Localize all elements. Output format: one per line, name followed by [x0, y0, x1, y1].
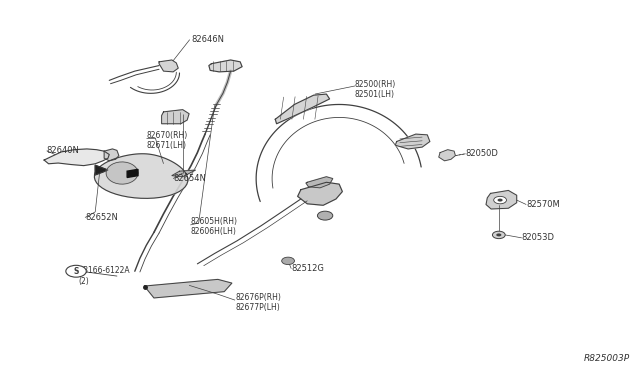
Text: 82654N: 82654N [173, 174, 206, 183]
Circle shape [492, 231, 505, 238]
Text: 82053D: 82053D [522, 233, 555, 243]
Circle shape [317, 211, 333, 220]
Text: 82640N: 82640N [47, 146, 79, 155]
Polygon shape [162, 110, 189, 124]
Circle shape [282, 257, 294, 264]
Text: 82512G: 82512G [291, 264, 324, 273]
Text: S: S [74, 267, 79, 276]
Text: 82670(RH)
82671(LH): 82670(RH) 82671(LH) [147, 131, 188, 151]
Polygon shape [106, 162, 138, 184]
Text: 82646N: 82646N [191, 35, 224, 44]
Polygon shape [95, 165, 108, 175]
Polygon shape [486, 190, 516, 209]
Circle shape [497, 199, 502, 202]
Text: R825003P: R825003P [584, 354, 630, 363]
Polygon shape [275, 94, 330, 124]
Text: 82676P(RH)
82677P(LH): 82676P(RH) 82677P(LH) [235, 293, 281, 312]
Circle shape [66, 265, 86, 277]
Polygon shape [298, 182, 342, 205]
Polygon shape [172, 170, 195, 177]
Circle shape [496, 234, 501, 236]
Polygon shape [44, 149, 109, 166]
Text: 82652N: 82652N [85, 213, 118, 222]
Polygon shape [439, 150, 456, 161]
Text: 82570M: 82570M [526, 200, 560, 209]
Polygon shape [95, 154, 188, 198]
Text: 82050D: 82050D [466, 149, 499, 158]
Polygon shape [145, 279, 232, 298]
Polygon shape [306, 177, 333, 188]
Polygon shape [127, 169, 138, 177]
Text: 82500(RH)
82501(LH): 82500(RH) 82501(LH) [355, 80, 396, 99]
Circle shape [493, 196, 506, 204]
Polygon shape [159, 60, 178, 72]
Polygon shape [396, 134, 430, 149]
Polygon shape [209, 60, 242, 72]
Polygon shape [104, 149, 119, 161]
Text: 82605H(RH)
82606H(LH): 82605H(RH) 82606H(LH) [190, 217, 237, 237]
Text: 0B166-6122A
(2): 0B166-6122A (2) [79, 266, 130, 286]
